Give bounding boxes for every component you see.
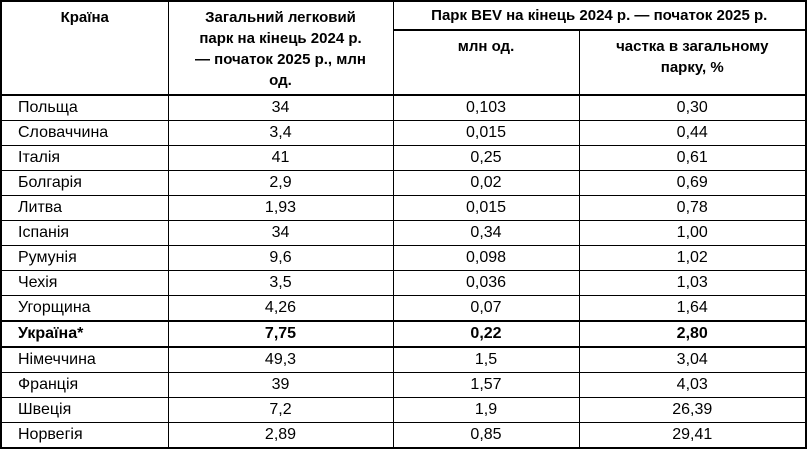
- country-cell: Литва: [0, 195, 169, 221]
- bev-share-cell: 0,30: [578, 94, 807, 121]
- bev-share-cell: 3,04: [578, 346, 807, 373]
- bev-units-cell: 1,57: [392, 372, 580, 398]
- bev-share-cell: 0,44: [578, 120, 807, 146]
- country-cell: Іспанія: [0, 220, 169, 246]
- country-cell: Угорщина: [0, 295, 169, 322]
- bev-share-cell: 1,03: [578, 270, 807, 296]
- total-fleet-cell: 49,3: [167, 346, 394, 373]
- header-bev-share: частка в загальному парку, %: [578, 29, 807, 96]
- header-total-fleet: Загальний легковий парк на кінець 2024 р…: [167, 0, 394, 96]
- bev-units-cell: 1,5: [392, 346, 580, 373]
- table-header: Країна Загальний легковий парк на кінець…: [0, 0, 807, 96]
- country-cell: Румунія: [0, 245, 169, 271]
- total-fleet-cell: 34: [167, 220, 394, 246]
- bev-units-cell: 0,103: [392, 94, 580, 121]
- country-cell: Франція: [0, 372, 169, 398]
- header-row-main: Країна Загальний легковий парк на кінець…: [0, 0, 807, 96]
- header-row-sub: млн од. частка в загальному парку, %: [1, 29, 807, 96]
- total-fleet-cell: 9,6: [167, 245, 394, 271]
- bev-share-cell: 2,80: [578, 320, 807, 348]
- country-cell: Болгарія: [0, 170, 169, 196]
- bev-share-cell: 1,02: [578, 245, 807, 271]
- bev-share-cell: 1,64: [578, 295, 807, 322]
- table-row: Угорщина 4,26 0,07 1,64: [0, 295, 807, 322]
- table-row: Франція 39 1,57 4,03: [0, 372, 807, 398]
- bev-units-cell: 0,22: [392, 320, 580, 348]
- table-row: Словаччина 3,4 0,015 0,44: [0, 120, 807, 146]
- bev-units-cell: 1,9: [392, 397, 580, 423]
- bev-share-cell: 29,41: [578, 422, 807, 449]
- bev-units-cell: 0,015: [392, 195, 580, 221]
- table-body: Польща 34 0,103 0,30 Словаччина 3,4 0,01…: [0, 94, 807, 449]
- header-bev-units: млн од.: [392, 29, 580, 96]
- total-fleet-cell: 4,26: [167, 295, 394, 322]
- total-fleet-cell: 1,93: [167, 195, 394, 221]
- table-row: Литва 1,93 0,015 0,78: [0, 195, 807, 221]
- table-row: Україна* 7,75 0,22 2,80: [0, 320, 807, 348]
- country-cell: Польща: [0, 94, 169, 121]
- bev-share-cell: 0,78: [578, 195, 807, 221]
- bev-share-cell: 0,69: [578, 170, 807, 196]
- total-fleet-cell: 34: [167, 94, 394, 121]
- country-cell: Німеччина: [0, 346, 169, 373]
- table-row: Румунія 9,6 0,098 1,02: [0, 245, 807, 271]
- table-row: Швеція 7,2 1,9 26,39: [0, 397, 807, 423]
- bev-units-cell: 0,015: [392, 120, 580, 146]
- total-fleet-cell: 2,9: [167, 170, 394, 196]
- country-cell: Італія: [0, 145, 169, 171]
- bev-units-cell: 0,25: [392, 145, 580, 171]
- country-cell: Чехія: [0, 270, 169, 296]
- header-country: Країна: [0, 0, 169, 96]
- country-cell: Норвегія: [0, 422, 169, 449]
- header-bev-group: Парк BEV на кінець 2024 р. — початок 202…: [392, 0, 807, 31]
- bev-share-cell: 0,61: [578, 145, 807, 171]
- bev-units-cell: 0,02: [392, 170, 580, 196]
- country-cell: Словаччина: [0, 120, 169, 146]
- total-fleet-cell: 2,89: [167, 422, 394, 449]
- total-fleet-cell: 7,75: [167, 320, 394, 348]
- bev-units-cell: 0,34: [392, 220, 580, 246]
- total-fleet-cell: 39: [167, 372, 394, 398]
- table-row: Болгарія 2,9 0,02 0,69: [0, 170, 807, 196]
- bev-share-cell: 1,00: [578, 220, 807, 246]
- bev-units-cell: 0,85: [392, 422, 580, 449]
- total-fleet-cell: 41: [167, 145, 394, 171]
- total-fleet-cell: 7,2: [167, 397, 394, 423]
- country-cell: Швеція: [0, 397, 169, 423]
- bev-units-cell: 0,098: [392, 245, 580, 271]
- table-row: Норвегія 2,89 0,85 29,41: [0, 422, 807, 449]
- total-fleet-cell: 3,5: [167, 270, 394, 296]
- table-row: Іспанія 34 0,34 1,00: [0, 220, 807, 246]
- total-fleet-cell: 3,4: [167, 120, 394, 146]
- table-row: Італія 41 0,25 0,61: [0, 145, 807, 171]
- country-cell: Україна*: [0, 320, 169, 348]
- bev-share-cell: 4,03: [578, 372, 807, 398]
- bev-share-cell: 26,39: [578, 397, 807, 423]
- table-row: Німеччина 49,3 1,5 3,04: [0, 346, 807, 373]
- bev-units-cell: 0,07: [392, 295, 580, 322]
- table-row: Чехія 3,5 0,036 1,03: [0, 270, 807, 296]
- bev-units-cell: 0,036: [392, 270, 580, 296]
- table-row: Польща 34 0,103 0,30: [0, 94, 807, 121]
